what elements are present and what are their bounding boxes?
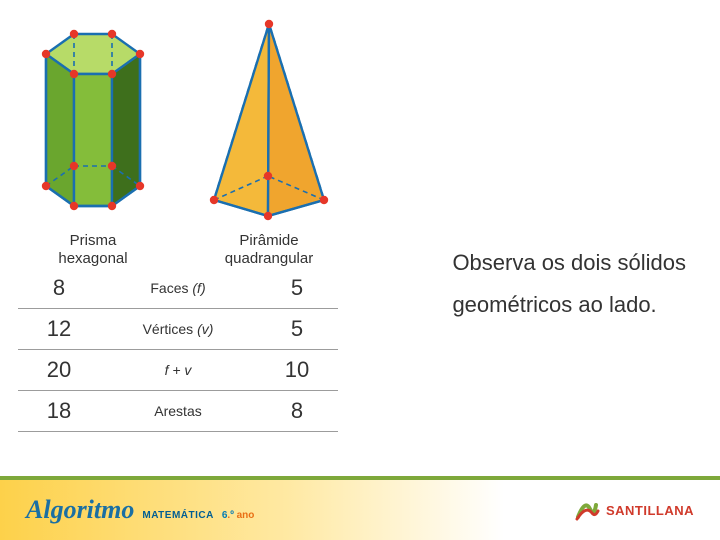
prism-label-l1: Prisma <box>70 232 117 249</box>
figures-row: Prisma hexagonal Pirâmide quadrangular <box>28 18 334 268</box>
row-mid: Arestas <box>100 403 256 419</box>
prism-figure: Prisma hexagonal <box>28 18 158 268</box>
publisher-name: SANTILLANA <box>606 503 694 518</box>
prism-label-l2: hexagonal <box>58 250 127 267</box>
table-row: 18Arestas8 <box>18 391 338 432</box>
row-left: 8 <box>18 275 100 301</box>
row-right: 5 <box>256 275 338 301</box>
side-text-l1: Observa os dois sólidos <box>452 242 686 284</box>
pyramid-label-l2: quadrangular <box>225 250 313 267</box>
side-text: Observa os dois sólidos geométricos ao l… <box>452 242 686 326</box>
brand-subject: MATEMÁTICA <box>142 510 213 521</box>
row-right: 5 <box>256 316 338 342</box>
brand-name: Algoritmo <box>26 495 134 525</box>
row-left: 18 <box>18 398 100 424</box>
table-row: 12Vértices (v)5 <box>18 309 338 350</box>
brand-grade: 6.º ano <box>222 510 255 521</box>
table-row: 8Faces (f)5 <box>18 268 338 309</box>
footer-bar: Algoritmo MATEMÁTICA 6.º ano SANTILLANA <box>0 476 720 540</box>
pyramid-label-l1: Pirâmide <box>239 232 298 249</box>
table-row: 20f + v10 <box>18 350 338 391</box>
row-left: 12 <box>18 316 100 342</box>
row-right: 10 <box>256 357 338 383</box>
row-mid: Faces (f) <box>100 280 256 296</box>
footer-brand-right: SANTILLANA <box>574 497 694 523</box>
row-mid: Vértices (v) <box>100 321 256 337</box>
row-mid: f + v <box>100 362 256 378</box>
row-left: 20 <box>18 357 100 383</box>
prism-svg <box>28 18 158 224</box>
pyramid-svg <box>204 18 334 224</box>
side-text-l2: geométricos ao lado. <box>452 284 686 326</box>
pyramid-figure: Pirâmide quadrangular <box>204 18 334 268</box>
row-right: 8 <box>256 398 338 424</box>
properties-table: 8Faces (f)512Vértices (v)520f + v1018Are… <box>18 268 338 432</box>
santillana-icon <box>574 497 600 523</box>
prism-label: Prisma hexagonal <box>58 232 127 268</box>
footer-brand-left: Algoritmo MATEMÁTICA 6.º ano <box>26 495 254 525</box>
pyramid-label: Pirâmide quadrangular <box>225 232 313 268</box>
